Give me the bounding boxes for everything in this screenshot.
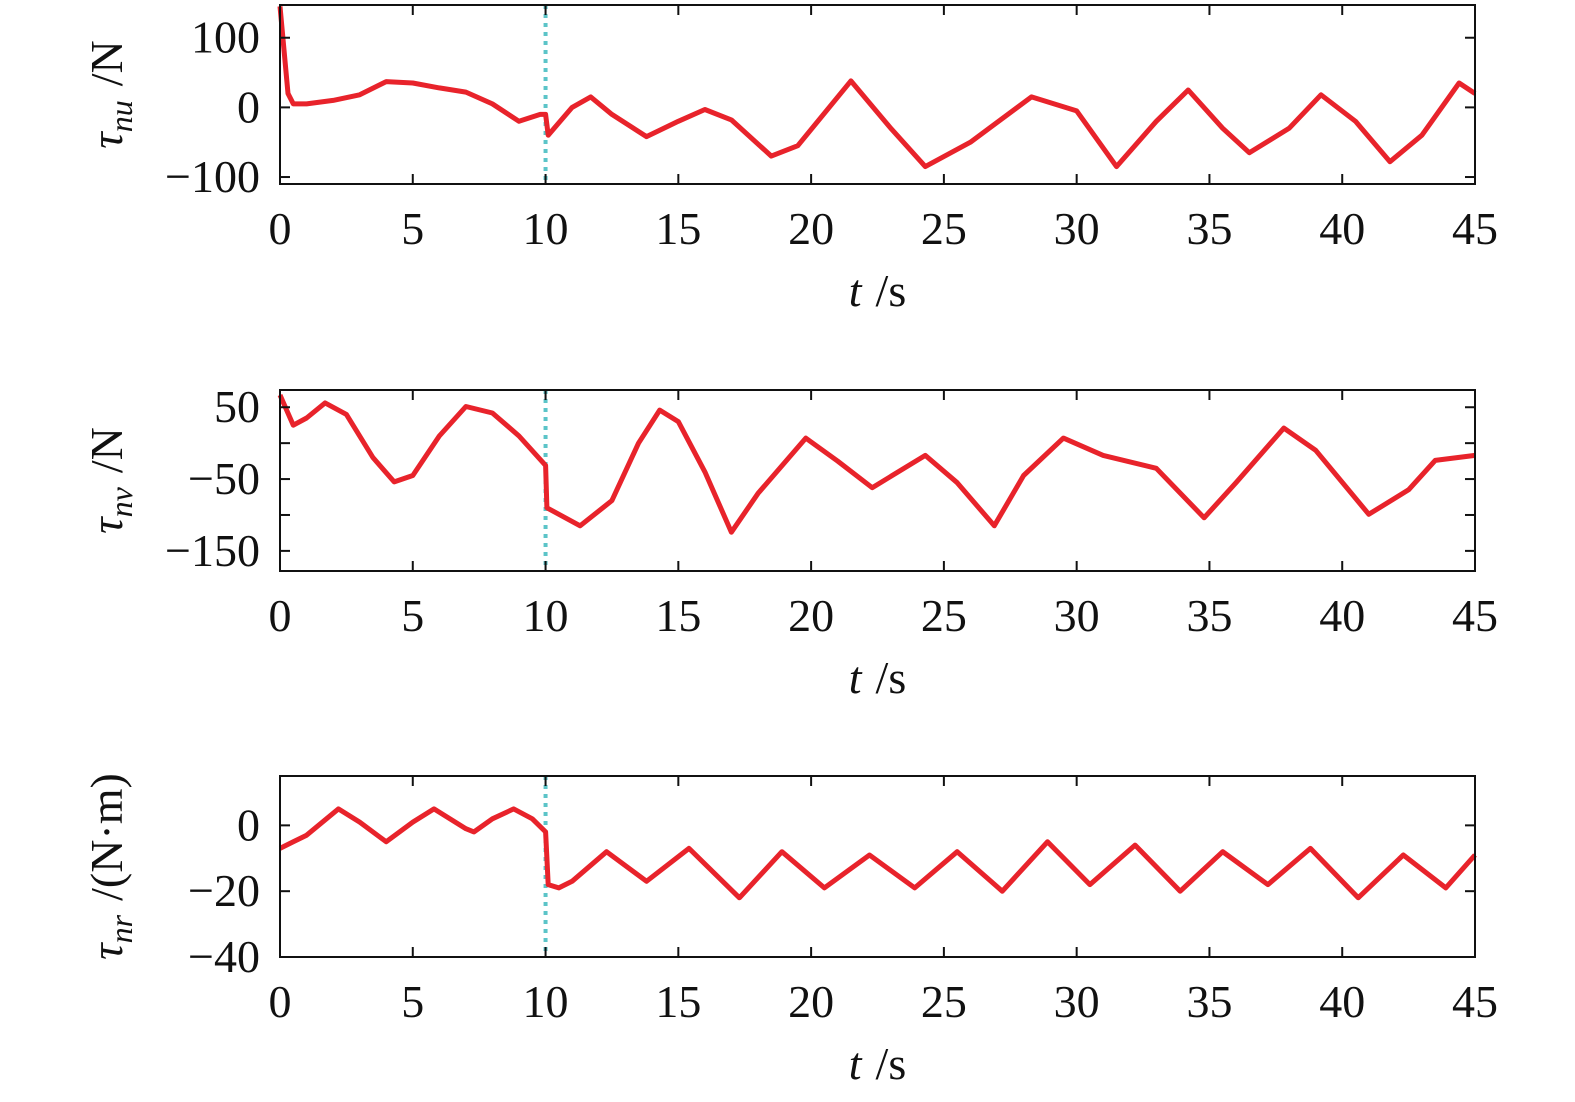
- x-tick-label: 35: [1186, 203, 1232, 254]
- x-tick-label: 0: [269, 590, 292, 641]
- y-label-unit: /(N·m): [81, 773, 132, 901]
- y-tick-label: −20: [188, 865, 260, 916]
- y-tick-label: 100: [191, 12, 260, 63]
- x-tick-label: 5: [401, 590, 424, 641]
- y-label-unit: /N: [81, 427, 132, 473]
- x-label-unit: /s: [876, 652, 907, 703]
- x-tick-label: 0: [269, 976, 292, 1027]
- x-tick-label: 45: [1452, 976, 1498, 1027]
- x-tick-label: 35: [1186, 590, 1232, 641]
- x-tick-label: 35: [1186, 976, 1232, 1027]
- plot-frame: [279, 389, 1476, 572]
- x-tick-label: 25: [921, 590, 967, 641]
- plot-frame: [279, 4, 1476, 185]
- data-line: [278, 806, 1477, 901]
- x-tick-label: 15: [655, 976, 701, 1027]
- data-line: [277, 393, 1476, 535]
- x-tick-label: 20: [788, 203, 834, 254]
- x-label-symbol: t: [849, 265, 863, 316]
- y-tick-label: 0: [237, 799, 260, 850]
- y-label-subscript: nr: [103, 914, 139, 943]
- x-tick-label: 10: [523, 976, 569, 1027]
- x-tick-label: 30: [1054, 203, 1100, 254]
- x-axis-label: t/s: [849, 265, 906, 316]
- x-tick-label: 15: [655, 590, 701, 641]
- y-tick-label: −50: [188, 453, 260, 504]
- x-tick-label: 30: [1054, 590, 1100, 641]
- x-label-symbol: t: [849, 1038, 863, 1089]
- y-axis-label: τnv/N: [81, 427, 139, 534]
- x-tick-label: 10: [523, 590, 569, 641]
- y-tick-label: 50: [214, 381, 260, 432]
- x-tick-label: 20: [788, 976, 834, 1027]
- x-axis-label: t/s: [849, 652, 906, 703]
- y-label-subscript: nu: [103, 100, 139, 132]
- x-tick-label: 15: [655, 203, 701, 254]
- y-tick-label: 0: [237, 81, 260, 132]
- y-tick-label: −40: [188, 931, 260, 982]
- y-tick-label: −150: [165, 525, 260, 576]
- x-tick-label: 45: [1452, 203, 1498, 254]
- x-tick-label: 40: [1319, 203, 1365, 254]
- y-label-symbol: τ: [81, 942, 132, 960]
- y-axis-label: τnu/N: [81, 40, 139, 148]
- x-axis-label: t/s: [849, 1038, 906, 1089]
- plot-frame: [279, 775, 1476, 958]
- x-tick-label: 40: [1319, 590, 1365, 641]
- x-tick-label: 0: [269, 203, 292, 254]
- x-tick-label: 5: [401, 976, 424, 1027]
- y-tick-label: −100: [165, 151, 260, 202]
- x-tick-label: 25: [921, 976, 967, 1027]
- x-tick-label: 5: [401, 203, 424, 254]
- x-tick-label: 25: [921, 203, 967, 254]
- x-label-symbol: t: [849, 652, 863, 703]
- x-tick-label: 10: [523, 203, 569, 254]
- x-label-unit: /s: [876, 1038, 907, 1089]
- x-tick-label: 40: [1319, 976, 1365, 1027]
- y-label-symbol: τ: [81, 131, 132, 149]
- y-label-symbol: τ: [81, 516, 132, 534]
- y-label-subscript: nv: [103, 486, 139, 517]
- x-tick-label: 30: [1054, 976, 1100, 1027]
- x-tick-label: 45: [1452, 590, 1498, 641]
- x-label-unit: /s: [876, 265, 907, 316]
- y-label-unit: /N: [81, 40, 132, 86]
- data-line: [277, 6, 1477, 170]
- y-axis-label: τnr /(N·m): [81, 773, 139, 960]
- x-tick-label: 20: [788, 590, 834, 641]
